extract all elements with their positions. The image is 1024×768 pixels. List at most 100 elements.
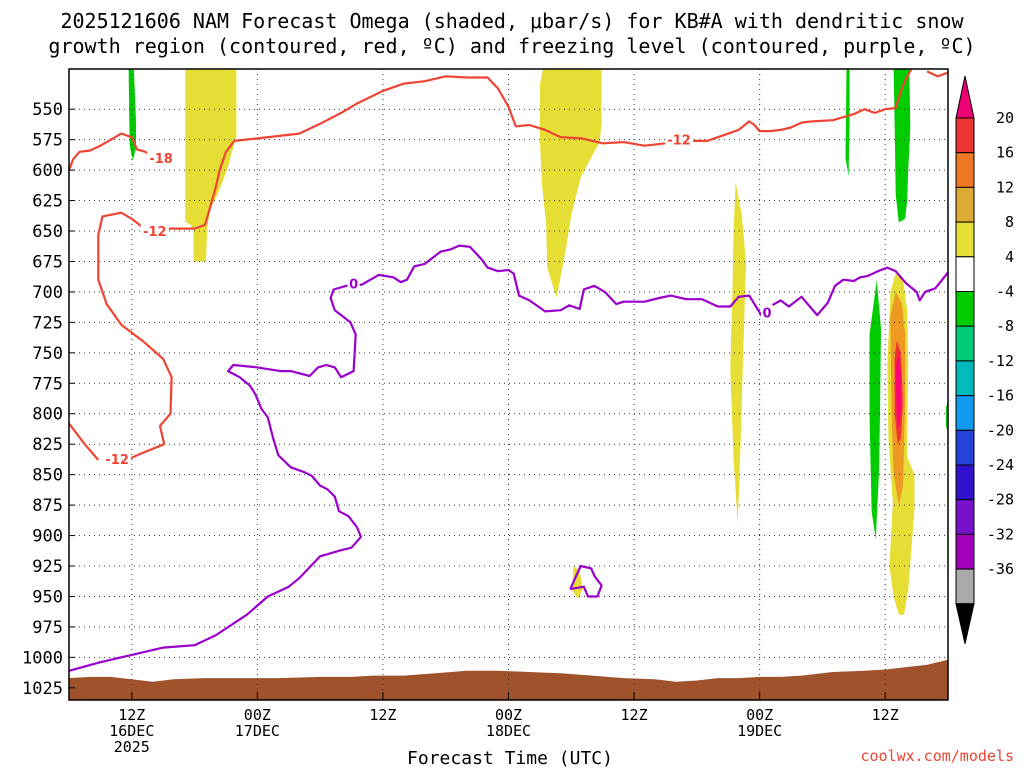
contour-label-minus12-1: -12 bbox=[140, 223, 169, 240]
x-tick-label-6-1: 16DEC bbox=[109, 722, 154, 740]
contour-label-zero-1: 0 bbox=[760, 304, 773, 322]
contour-label-zero-1-bg bbox=[760, 304, 773, 320]
colorbar-swatch-9 bbox=[955, 429, 975, 466]
y-tick-label-825: 825 bbox=[32, 435, 63, 455]
omega-region-12 bbox=[869, 279, 881, 540]
y-tick-label-700: 700 bbox=[32, 283, 63, 303]
omega-shading bbox=[128, 69, 948, 615]
contour-label-minus12-0-text: -12 bbox=[667, 134, 691, 149]
y-tick-label-600: 600 bbox=[32, 161, 63, 181]
pressure-axis: 550 575 600 625 650 675 700 725 750 775 800 825 850 8… bbox=[22, 100, 75, 699]
y-tick-label-800: 800 bbox=[32, 405, 63, 425]
colorbar-swatch-1 bbox=[955, 152, 975, 188]
y-tick-label-850: 850 bbox=[32, 466, 63, 486]
y-tick-label-750: 750 bbox=[32, 344, 63, 364]
credit-text: coolwx.com/models bbox=[860, 747, 1014, 765]
chart-title-line-1: 2025121606 NAM Forecast Omega (shaded, μ… bbox=[60, 9, 964, 33]
contour-label-zero-1-text: 0 bbox=[762, 307, 771, 322]
colorbar-label-13: -36 bbox=[987, 560, 1014, 578]
y-tick-label-900: 900 bbox=[32, 527, 63, 547]
contour-label-zero-0: 0 bbox=[347, 275, 360, 292]
contour-label-minus12-2: -12 bbox=[103, 450, 132, 468]
colorbar-label-11: -28 bbox=[987, 491, 1014, 509]
x-axis-label: Forecast Time (UTC) bbox=[407, 748, 613, 768]
colorbar-label-9: -20 bbox=[987, 421, 1014, 439]
colorbar-label-8: -16 bbox=[987, 387, 1014, 405]
contour-lines: -12 -12 -12 -18 0 0 bbox=[67, 68, 949, 672]
y-tick-label-975: 975 bbox=[32, 618, 63, 638]
omega-region-4 bbox=[572, 566, 583, 599]
omega-region-0 bbox=[185, 69, 237, 262]
omega-region-8 bbox=[895, 352, 901, 429]
y-tick-label-550: 550 bbox=[32, 100, 63, 120]
contour-line-2 bbox=[691, 68, 913, 142]
omega-region-11 bbox=[893, 69, 911, 223]
contour-label-minus12-0-bg bbox=[665, 131, 694, 147]
contour-label-minus12-1-text: -12 bbox=[143, 225, 167, 240]
omega-region-1 bbox=[539, 69, 602, 298]
x-tick-label-78-0: 12Z bbox=[872, 706, 899, 724]
contour-label-minus12-0: -12 bbox=[665, 131, 694, 149]
contour-label-minus12-1-bg bbox=[140, 223, 169, 239]
contour-label-minus12-2-bg bbox=[103, 450, 132, 466]
x-tick-label-66-0: 00Z bbox=[746, 706, 773, 724]
omega-region-2 bbox=[730, 182, 746, 524]
x-tick-label-66-1: 19DEC bbox=[737, 722, 782, 740]
y-tick-label-1000: 1000 bbox=[22, 648, 63, 668]
colorbar-swatch-6 bbox=[955, 325, 975, 362]
contour-line-4 bbox=[97, 211, 173, 464]
contour-label-minus18: -18 bbox=[147, 149, 176, 167]
x-tick-label-30-0: 12Z bbox=[369, 706, 396, 724]
y-tick-label-675: 675 bbox=[32, 252, 63, 272]
colorbar-swatch-12 bbox=[955, 533, 975, 570]
x-tick-label-42-0: 00Z bbox=[495, 706, 522, 724]
contour-label-zero-0-bg bbox=[347, 275, 360, 291]
contour-label-minus18-bg bbox=[147, 149, 176, 165]
colorbar-label-4: 4 bbox=[1005, 248, 1014, 266]
colorbar-swatch-13 bbox=[955, 568, 975, 605]
colorbar-swatch-2 bbox=[955, 186, 975, 223]
y-tick-label-625: 625 bbox=[32, 192, 63, 212]
grid-lines bbox=[69, 69, 948, 700]
colorbar: 20 16 12 8 4 -4 -8 -12 -16 -20 -24 -28 -32 -36 bbox=[955, 75, 1014, 644]
contour-line-5 bbox=[68, 422, 100, 461]
y-tick-label-775: 775 bbox=[32, 374, 63, 394]
colorbar-label-5: -4 bbox=[996, 283, 1014, 301]
y-tick-label-575: 575 bbox=[32, 131, 63, 151]
colorbar-swatch-7 bbox=[955, 360, 975, 397]
x-tick-label-42-1: 18DEC bbox=[486, 722, 531, 740]
y-tick-label-725: 725 bbox=[32, 313, 63, 333]
contour-line-6 bbox=[68, 244, 949, 672]
colorbar-label-0: 20 bbox=[996, 109, 1014, 127]
colorbar-swatch-5 bbox=[955, 291, 975, 327]
colorbar-label-6: -8 bbox=[996, 317, 1014, 335]
colorbar-label-3: 8 bbox=[1005, 213, 1014, 231]
colorbar-swatch-10 bbox=[955, 464, 975, 501]
colorbar-swatch-3 bbox=[955, 221, 975, 258]
contour-label-minus18-text: -18 bbox=[149, 152, 173, 167]
colorbar-label-1: 16 bbox=[996, 144, 1014, 162]
colorbar-bottom-arrow bbox=[955, 603, 975, 644]
x-tick-label-18-0: 00Z bbox=[244, 706, 271, 724]
colorbar-swatch-4 bbox=[955, 256, 975, 292]
y-tick-label-925: 925 bbox=[32, 557, 63, 577]
omega-region-10 bbox=[845, 69, 850, 177]
colorbar-label-2: 12 bbox=[996, 178, 1014, 196]
contour-label-minus12-2-text: -12 bbox=[105, 453, 129, 468]
x-tick-label-6-2: 2025 bbox=[114, 738, 150, 756]
colorbar-swatch-0 bbox=[955, 117, 975, 154]
colorbar-label-12: -32 bbox=[987, 525, 1014, 543]
y-tick-label-1025: 1025 bbox=[22, 679, 63, 699]
colorbar-label-7: -12 bbox=[987, 352, 1014, 370]
contour-line-7 bbox=[569, 564, 603, 598]
y-tick-label-950: 950 bbox=[32, 587, 63, 607]
contour-line-1 bbox=[161, 75, 666, 230]
x-tick-label-6-0: 12Z bbox=[118, 706, 145, 724]
y-tick-label-650: 650 bbox=[32, 222, 63, 242]
contour-line-3 bbox=[926, 70, 949, 78]
y-tick-label-875: 875 bbox=[32, 496, 63, 516]
contour-label-zero-0-text: 0 bbox=[349, 277, 358, 292]
